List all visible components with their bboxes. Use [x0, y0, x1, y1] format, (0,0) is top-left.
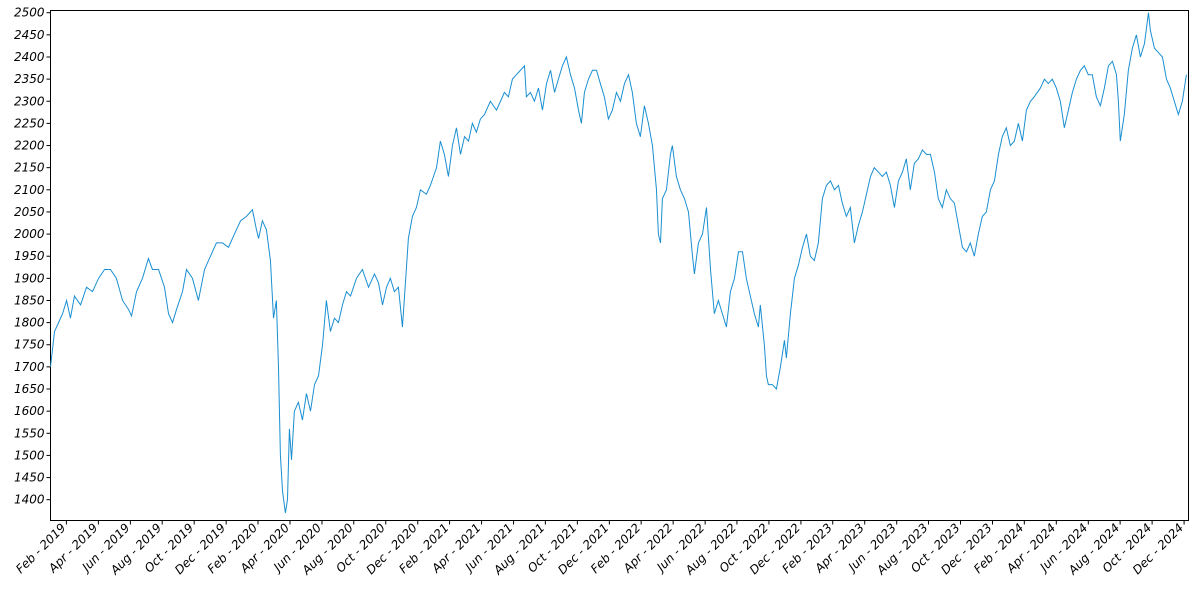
y-tick-label: 1700	[14, 360, 45, 374]
y-tick-label: 2000	[14, 227, 45, 241]
y-tick-label: 1650	[14, 382, 45, 396]
y-tick-label: 1800	[14, 316, 45, 330]
y-tick-label: 1600	[14, 404, 45, 418]
y-tick-label: 2200	[14, 139, 45, 153]
y-tick-label: 2350	[14, 72, 45, 86]
y-tick-label: 2400	[14, 50, 45, 64]
y-tick-label: 1500	[14, 448, 45, 462]
plot-frame	[50, 10, 1189, 521]
y-tick-label: 2500	[14, 6, 45, 20]
y-tick-label: 2450	[14, 28, 45, 42]
y-tick-label: 1400	[14, 493, 45, 507]
y-tick-label: 2150	[14, 161, 45, 175]
y-tick-label: 1450	[14, 471, 45, 485]
y-tick-label: 2050	[14, 205, 45, 219]
y-tick-label: 1750	[14, 338, 45, 352]
y-tick-label: 2250	[14, 116, 45, 130]
y-tick-label: 2100	[14, 183, 45, 197]
y-tick-label: 1900	[14, 271, 45, 285]
y-tick-label: 1850	[14, 293, 45, 307]
y-tick-label: 1550	[14, 426, 45, 440]
y-tick-label: 1950	[14, 249, 45, 263]
y-tick-label: 2300	[14, 94, 45, 108]
data-line	[50, 12, 1187, 514]
